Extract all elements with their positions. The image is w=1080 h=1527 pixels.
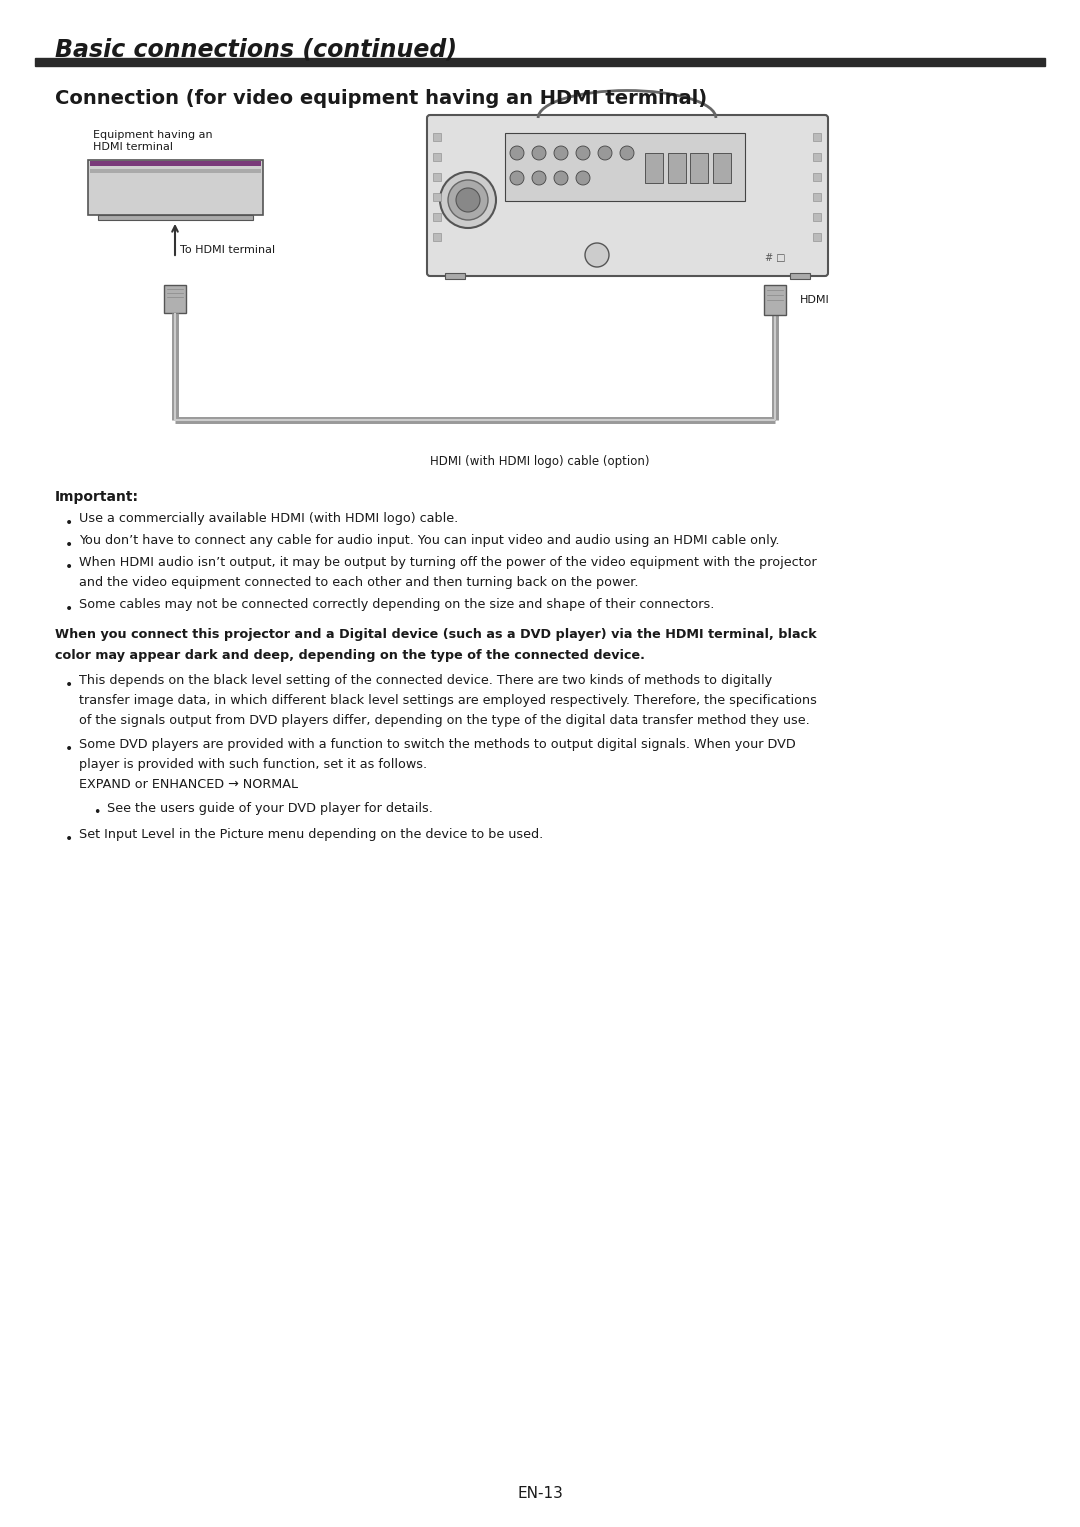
Bar: [433, 234, 441, 241]
Text: Use a commercially available HDMI (with HDMI logo) cable.: Use a commercially available HDMI (with …: [79, 512, 458, 525]
Text: When HDMI audio isn’t output, it may be output by turning off the power of the v: When HDMI audio isn’t output, it may be …: [79, 556, 816, 570]
Bar: [713, 153, 731, 183]
Bar: [789, 273, 810, 279]
Text: and the video equipment connected to each other and then turning back on the pow: and the video equipment connected to eac…: [79, 576, 638, 589]
Bar: [433, 153, 441, 160]
Text: EN-13: EN-13: [517, 1486, 563, 1501]
Text: •: •: [93, 806, 100, 818]
Bar: [445, 273, 465, 279]
Circle shape: [448, 180, 488, 220]
Text: transfer image data, in which different black level settings are employed respec: transfer image data, in which different …: [79, 693, 816, 707]
Circle shape: [456, 188, 480, 212]
Text: •: •: [65, 678, 73, 692]
Bar: [764, 286, 786, 315]
Bar: [813, 212, 821, 221]
Circle shape: [576, 171, 590, 185]
Text: •: •: [65, 832, 73, 846]
Bar: [813, 153, 821, 160]
Text: HDMI: HDMI: [800, 295, 829, 305]
Circle shape: [585, 243, 609, 267]
Circle shape: [554, 147, 568, 160]
Circle shape: [576, 147, 590, 160]
Text: •: •: [65, 602, 73, 615]
Bar: [433, 173, 441, 182]
Text: This depends on the black level setting of the connected device. There are two k: This depends on the black level setting …: [79, 673, 772, 687]
Bar: [433, 192, 441, 202]
Bar: [645, 153, 663, 183]
Bar: [87, 160, 264, 215]
Text: # □: # □: [765, 253, 785, 263]
Circle shape: [598, 147, 612, 160]
Text: See the users guide of your DVD player for details.: See the users guide of your DVD player f…: [107, 802, 433, 815]
Text: Basic connections (continued): Basic connections (continued): [55, 38, 457, 63]
Text: •: •: [65, 742, 73, 756]
Text: color may appear dark and deep, depending on the type of the connected device.: color may appear dark and deep, dependin…: [55, 649, 645, 663]
Bar: [813, 192, 821, 202]
Text: of the signals output from DVD players differ, depending on the type of the digi: of the signals output from DVD players d…: [79, 715, 810, 727]
Bar: [164, 286, 186, 313]
Text: •: •: [65, 560, 73, 574]
Circle shape: [510, 147, 524, 160]
Text: You don’t have to connect any cable for audio input. You can input video and aud: You don’t have to connect any cable for …: [79, 534, 780, 547]
Circle shape: [532, 147, 546, 160]
Bar: [669, 153, 686, 183]
Text: HDMI (with HDMI logo) cable (option): HDMI (with HDMI logo) cable (option): [430, 455, 650, 467]
Text: •: •: [65, 538, 73, 551]
Text: Important:: Important:: [55, 490, 139, 504]
Bar: [35, 58, 1045, 66]
Circle shape: [440, 173, 496, 228]
Bar: [98, 215, 253, 220]
Bar: [433, 212, 441, 221]
Text: •: •: [65, 516, 73, 530]
Bar: [813, 133, 821, 140]
Text: To HDMI terminal: To HDMI terminal: [180, 244, 275, 255]
Circle shape: [532, 171, 546, 185]
Text: Equipment having an
HDMI terminal: Equipment having an HDMI terminal: [93, 130, 213, 151]
Bar: [90, 169, 261, 173]
Text: EXPAND or ENHANCED → NORMAL: EXPAND or ENHANCED → NORMAL: [79, 777, 298, 791]
Text: player is provided with such function, set it as follows.: player is provided with such function, s…: [79, 757, 427, 771]
Bar: [90, 160, 261, 166]
FancyBboxPatch shape: [427, 115, 828, 276]
Text: Connection (for video equipment having an HDMI terminal): Connection (for video equipment having a…: [55, 89, 707, 107]
Text: When you connect this projector and a Digital device (such as a DVD player) via : When you connect this projector and a Di…: [55, 628, 816, 641]
Circle shape: [554, 171, 568, 185]
Text: Some DVD players are provided with a function to switch the methods to output di: Some DVD players are provided with a fun…: [79, 738, 796, 751]
Bar: [813, 234, 821, 241]
Text: Some cables may not be connected correctly depending on the size and shape of th: Some cables may not be connected correct…: [79, 599, 714, 611]
Text: Set Input Level in the Picture menu depending on the device to be used.: Set Input Level in the Picture menu depe…: [79, 828, 543, 841]
Circle shape: [510, 171, 524, 185]
Bar: [433, 133, 441, 140]
Bar: [505, 133, 745, 202]
Circle shape: [620, 147, 634, 160]
Bar: [690, 153, 708, 183]
Bar: [813, 173, 821, 182]
